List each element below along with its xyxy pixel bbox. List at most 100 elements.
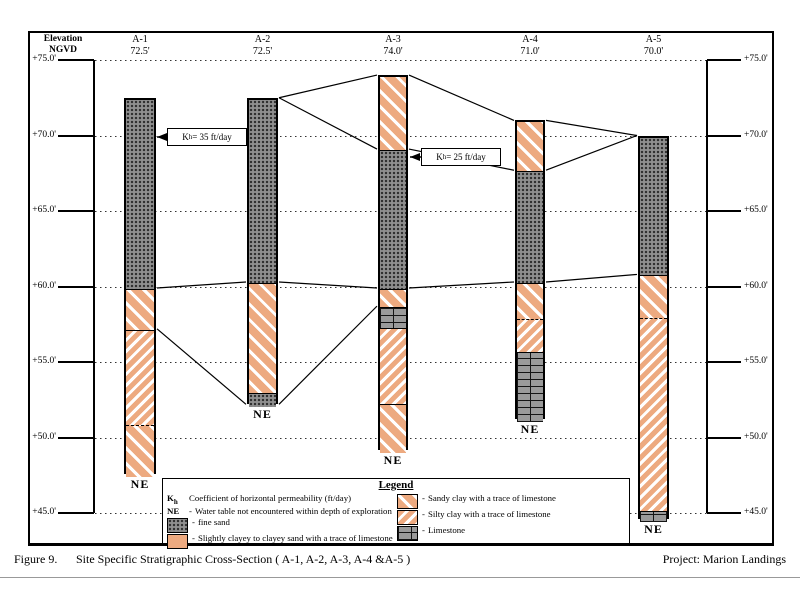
- boring-header: A-3 74.0': [353, 34, 433, 58]
- annotation-text: K: [436, 151, 443, 162]
- legend-item: - Sandy clay with a trace of limestone: [397, 493, 627, 509]
- boring-elevation-label: 74.0': [383, 46, 403, 57]
- stratum-layer-sandy-clay: [640, 275, 667, 320]
- axis-tick-left: [58, 210, 94, 212]
- axis-tick-label-left: +65.0': [32, 205, 56, 215]
- stratum-layer-limestone: [517, 352, 543, 423]
- legend-desc: Coefficient of horizontal permeability (…: [189, 493, 352, 503]
- boring-name: A-4: [522, 34, 538, 45]
- legend-swatch-limestone: [397, 526, 418, 541]
- legend-swatch-clayey-sand: [167, 533, 188, 549]
- stratum-layer-fine-sand: [640, 137, 667, 277]
- axis-tick-right: [707, 436, 741, 439]
- stratum-layer-sandy-clay: [380, 403, 406, 453]
- boring-elevation-label: 70.0': [643, 46, 664, 57]
- legend-item: - Slightly clayey to clayey sand with a t…: [167, 532, 439, 549]
- legend-desc: Sandy clay with a trace of limestone: [427, 493, 556, 503]
- axis-title-line2: NGVD: [49, 44, 77, 55]
- legend-left-column: Kh Coefficient of horizontal permeability…: [167, 493, 439, 550]
- boring-header: A-1 72.5': [100, 34, 180, 58]
- legend-term-subscript: h: [173, 497, 178, 506]
- page-bottom-rule: [0, 577, 800, 578]
- axis-tick-right: [707, 285, 741, 288]
- legend-item: - Limestone: [397, 525, 627, 541]
- stratum-layer-fine-sand: [249, 393, 276, 408]
- legend-item: - fine sand: [167, 516, 439, 533]
- legend-dash: -: [192, 532, 195, 543]
- annotation-text: h: [188, 132, 193, 141]
- legend-dash: -: [192, 516, 195, 527]
- boring-name: A-1: [132, 34, 148, 45]
- annotation-text: = 25 ft/day: [446, 151, 486, 162]
- ne-label: NE: [253, 407, 272, 422]
- legend-title: Legend: [378, 479, 414, 491]
- stratum-layer-sandy-clay: [249, 282, 276, 396]
- boring-column: [124, 97, 156, 477]
- stratum-layer-silty-clay: [517, 319, 543, 355]
- boring-column: [638, 135, 669, 523]
- left-axis-line: [93, 60, 95, 513]
- legend-item: Kh Coefficient of horizontal permeability…: [167, 493, 439, 506]
- stratum-layer-silty-clay: [380, 328, 406, 406]
- legend-item: - Silty clay with a trace of limestone: [397, 509, 627, 525]
- stratum-layer-limestone: [380, 307, 406, 331]
- caption-row: Figure 9. Site Specific Stratigraphic Cr…: [0, 552, 800, 572]
- annotation-text: K: [182, 131, 189, 142]
- boring-elevation-label: 71.0': [520, 46, 540, 57]
- annotation-text: = 35 ft/day: [192, 131, 232, 142]
- stratum-layer-sandy-clay: [380, 289, 406, 310]
- axis-tick-left: [58, 134, 94, 137]
- boring-name: A-5: [645, 34, 662, 45]
- ne-label: NE: [520, 422, 540, 437]
- axis-tick-label-right: +75.0': [744, 54, 768, 64]
- boring-elevation-label: 72.5': [252, 46, 273, 57]
- annotation-text: h: [442, 152, 447, 161]
- axis-tick-label-right: +65.0': [744, 205, 768, 215]
- boring-header: A-2 72.5': [223, 34, 303, 58]
- stratum-layer-sandy-clay: [517, 282, 543, 322]
- legend-dash: -: [189, 506, 192, 517]
- axis-tick-right: [707, 512, 741, 514]
- stratum-layer-silty-clay: [126, 329, 154, 427]
- legend-term: NE: [167, 506, 180, 517]
- boring-name: A-2: [254, 34, 271, 45]
- axis-tick-left: [58, 361, 94, 363]
- axis-tick-label-left: +55.0': [32, 356, 56, 366]
- axis-tick-left: [58, 285, 94, 288]
- legend-dash: -: [422, 525, 425, 535]
- axis-tick-label-left: +70.0': [32, 129, 56, 140]
- legend-dash: -: [422, 493, 425, 503]
- axis-title-line1: Elevation: [43, 34, 83, 44]
- axis-tick-label-right: +45.0': [744, 507, 768, 517]
- stratum-layer-silty-clay: [640, 317, 667, 513]
- axis-tick-right: [707, 134, 741, 137]
- stratum-layer-limestone: [640, 510, 667, 523]
- legend-term: Kh: [167, 493, 178, 506]
- legend-swatch-sandy-clay: [397, 494, 418, 509]
- axis-tick-left: [58, 512, 94, 514]
- legend-desc: Silty clay with a trace of limestone: [427, 509, 551, 519]
- boring-column: [378, 75, 408, 453]
- boring-header: A-5 70.0': [614, 34, 694, 58]
- axis-tick-right: [707, 210, 741, 212]
- stratum-layer-fine-sand: [249, 99, 276, 284]
- legend-swatch-silty-clay: [397, 510, 418, 525]
- axis-tick-label-right: +60.0': [744, 280, 768, 291]
- axis-tick-label-right: +70.0': [744, 129, 768, 140]
- axis-tick-right: [707, 59, 741, 61]
- axis-tick-label-right: +55.0': [744, 356, 768, 366]
- legend-right-column: - Sandy clay with a trace of limestone - Si…: [397, 493, 627, 542]
- caption-figure-label: Figure 9.: [14, 552, 58, 566]
- gridline: [95, 60, 707, 61]
- stratum-layer-fine-sand: [380, 150, 406, 291]
- legend-desc: Limestone: [427, 525, 466, 535]
- ne-label: NE: [130, 476, 150, 491]
- stratum-layer-sandy-clay: [126, 424, 154, 477]
- stratum-layer-sandy-clay: [517, 122, 543, 173]
- axis-tick-label-left: +75.0': [32, 54, 56, 64]
- boring-header: A-4 71.0': [490, 34, 570, 58]
- ne-label: NE: [383, 452, 403, 467]
